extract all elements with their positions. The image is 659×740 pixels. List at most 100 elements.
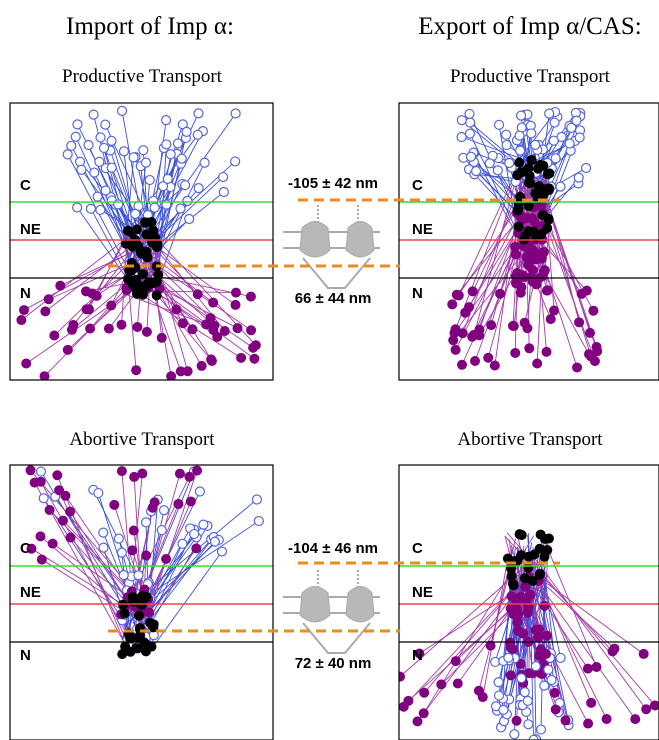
column-title: Import of Imp α: — [66, 13, 234, 40]
end-point — [85, 323, 95, 333]
start-point — [118, 106, 127, 115]
pore-point — [514, 222, 524, 232]
start-point — [173, 139, 182, 148]
panel-title: Abortive Transport — [457, 429, 603, 450]
region-label: N — [20, 285, 31, 302]
end-point — [474, 325, 484, 335]
region-label: NE — [20, 584, 41, 601]
end-point — [63, 345, 73, 355]
end-point — [212, 332, 222, 342]
start-point — [101, 186, 110, 195]
start-point — [231, 109, 240, 118]
end-point — [231, 300, 241, 310]
pore-point — [145, 232, 155, 242]
start-point — [84, 140, 93, 149]
start-point — [99, 528, 108, 537]
start-point — [166, 150, 175, 159]
start-point — [495, 120, 504, 129]
end-point — [650, 700, 659, 710]
end-point — [206, 313, 216, 323]
end-point — [55, 281, 65, 291]
end-point — [522, 323, 532, 333]
start-point — [524, 720, 533, 729]
end-point — [506, 670, 516, 680]
end-point — [207, 356, 217, 366]
end-point — [186, 496, 196, 506]
pore-point — [537, 210, 547, 220]
end-point — [453, 679, 463, 689]
pore-point — [524, 226, 534, 236]
end-point — [457, 360, 467, 370]
end-point — [45, 505, 55, 515]
start-point — [107, 136, 116, 145]
pore-point — [517, 530, 527, 540]
start-point — [96, 205, 105, 214]
start-point — [39, 494, 48, 503]
end-point — [35, 531, 45, 541]
end-point — [233, 323, 243, 333]
end-point — [583, 719, 593, 729]
pore-point — [512, 170, 522, 180]
start-point — [190, 529, 199, 538]
end-point — [524, 343, 534, 353]
start-point — [77, 165, 86, 174]
pore-point — [535, 569, 545, 579]
end-point — [68, 320, 78, 330]
end-point — [522, 213, 532, 223]
end-point — [517, 270, 527, 280]
pore-point — [145, 618, 155, 628]
start-point — [527, 129, 536, 138]
start-point — [485, 159, 494, 168]
end-point — [510, 348, 520, 358]
end-point — [142, 327, 152, 337]
end-point — [197, 361, 207, 371]
start-point — [252, 495, 261, 504]
region-label: C — [412, 177, 423, 194]
start-point — [516, 146, 525, 155]
start-point — [157, 526, 166, 535]
start-point — [520, 688, 529, 697]
panel-title: Productive Transport — [62, 66, 223, 87]
start-point — [531, 662, 540, 671]
end-point — [590, 356, 600, 366]
end-point — [541, 347, 551, 357]
start-point — [129, 153, 138, 162]
end-point — [630, 714, 640, 724]
end-point — [518, 628, 528, 638]
start-point — [219, 173, 228, 182]
end-point — [58, 516, 68, 526]
start-point — [565, 139, 574, 148]
trajectory-group — [16, 106, 260, 381]
end-point — [542, 631, 552, 641]
start-point — [73, 203, 82, 212]
start-point — [550, 118, 559, 127]
figure: Import of Imp α: Export of Imp α/CAS: Pr… — [0, 0, 659, 740]
start-point — [472, 167, 481, 176]
start-point — [119, 147, 128, 156]
end-point — [65, 507, 75, 517]
region-label: NE — [412, 584, 433, 601]
start-point — [90, 168, 99, 177]
end-point — [486, 320, 496, 330]
start-point — [96, 133, 105, 142]
end-point — [30, 478, 40, 488]
end-point — [246, 292, 256, 302]
start-point — [457, 116, 466, 125]
end-point — [523, 260, 533, 270]
start-point — [494, 691, 503, 700]
end-point — [171, 304, 181, 314]
end-point — [523, 608, 533, 618]
pore-point — [527, 155, 537, 165]
end-point — [178, 318, 188, 328]
end-point — [550, 688, 560, 698]
end-point — [109, 500, 119, 510]
end-point — [48, 539, 58, 549]
pore-point — [146, 642, 156, 652]
start-point — [254, 517, 263, 526]
end-point — [509, 321, 519, 331]
start-point — [160, 506, 169, 515]
end-point — [639, 649, 649, 659]
end-point — [574, 317, 584, 327]
measurement: -104 ± 46 nm — [288, 540, 378, 557]
start-point — [139, 146, 148, 155]
